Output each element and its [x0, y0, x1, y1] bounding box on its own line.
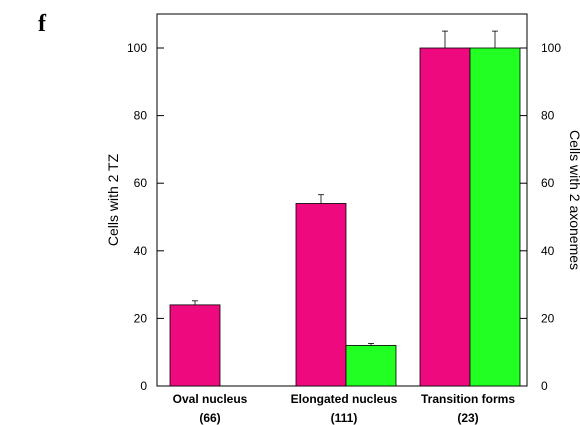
y-tick-label-right: 20 [541, 311, 555, 325]
bar [345, 345, 397, 387]
bar [169, 304, 221, 387]
y-tick-label-left: 100 [127, 41, 147, 55]
category-count-label: (23) [457, 411, 478, 425]
y-tick-label-right: 60 [541, 176, 555, 190]
y-tick-label-left: 20 [134, 311, 148, 325]
category-label: Oval nucleus [173, 392, 248, 406]
panel-letter: f [38, 11, 47, 37]
y-tick-label-left: 40 [134, 244, 148, 258]
category-count-label: (111) [331, 411, 358, 425]
y-axis-title-right: Cells with 2 axonemes [567, 130, 580, 270]
left-axis-ticks: 0 20 40 60 80 100 [127, 41, 164, 393]
y-tick-label-right: 80 [541, 109, 555, 123]
y-tick-label-left: 0 [140, 379, 147, 393]
category-labels: Oval nucleus (66) Elongated nucleus (111) Tr… [173, 392, 516, 425]
y-tick-label-right: 0 [541, 379, 548, 393]
bar [419, 47, 471, 387]
right-axis-ticks: 0 20 40 60 80 100 [520, 41, 561, 393]
category-label: Elongated nucleus [291, 392, 398, 406]
y-tick-label-right: 40 [541, 244, 555, 258]
bar [295, 203, 347, 387]
bars [169, 30, 521, 387]
bar [469, 47, 521, 387]
category-label: Transition forms [421, 392, 515, 406]
y-tick-label-left: 60 [134, 176, 148, 190]
category-count-label: (66) [199, 411, 220, 425]
y-axis-title-left: Cells with 2 TZ [105, 153, 121, 246]
y-tick-label-left: 80 [134, 109, 148, 123]
y-tick-label-right: 100 [541, 41, 561, 55]
